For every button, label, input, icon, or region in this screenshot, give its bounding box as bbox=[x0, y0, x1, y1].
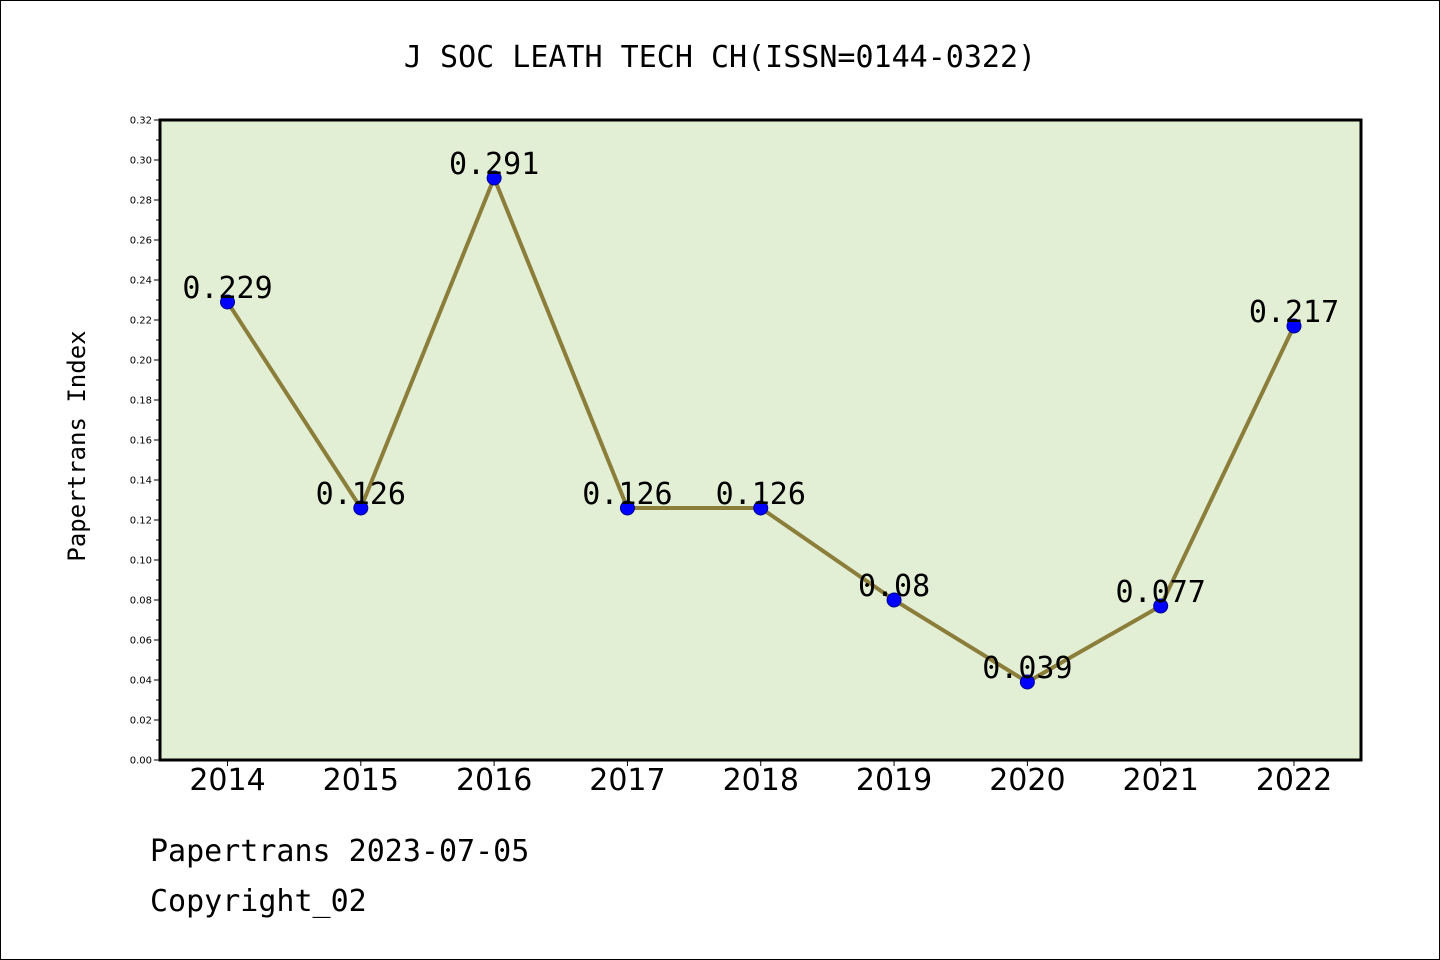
x-tick-label: 2017 bbox=[589, 763, 665, 798]
y-tick-label: 0.32 bbox=[130, 116, 152, 127]
x-tick-label: 2021 bbox=[1123, 763, 1199, 798]
footer-copyright: Copyright_02 bbox=[150, 884, 367, 919]
y-tick-label: 0.06 bbox=[130, 636, 152, 647]
series-markers bbox=[220, 170, 1302, 690]
data-point bbox=[619, 500, 635, 516]
data-point bbox=[1286, 318, 1302, 334]
y-tick-label: 0.14 bbox=[130, 476, 152, 487]
data-label: 0.229 bbox=[182, 271, 272, 306]
y-tick-label: 0.04 bbox=[130, 676, 152, 687]
x-tick-label: 2019 bbox=[856, 763, 932, 798]
y-tick-label: 0.18 bbox=[130, 396, 152, 407]
footer-date: Papertrans 2023-07-05 bbox=[150, 834, 530, 869]
data-point bbox=[886, 592, 902, 608]
data-point bbox=[220, 294, 235, 310]
data-label: 0.126 bbox=[316, 477, 406, 512]
x-axis: 2014 2015 2016 2017 2018 2019 2020 2021 2022 bbox=[189, 760, 1332, 798]
y-axis-label: Papertrans Index bbox=[63, 330, 91, 561]
y-tick-label: 0.12 bbox=[130, 516, 152, 527]
data-labels: 0.229 0.126 0.291 0.126 0.126 0.08 0.039 0.077 0… bbox=[182, 147, 1339, 686]
data-label: 0.077 bbox=[1116, 575, 1206, 610]
y-tick-label: 0.26 bbox=[130, 236, 152, 247]
y-tick-label: 0.10 bbox=[130, 556, 152, 567]
y-tick-label: 0.28 bbox=[130, 196, 152, 207]
data-point bbox=[1153, 598, 1169, 614]
data-point bbox=[353, 500, 369, 516]
x-tick-label: 2020 bbox=[989, 763, 1065, 798]
data-label: 0.039 bbox=[982, 651, 1072, 686]
y-tick-label: 0.24 bbox=[130, 276, 152, 287]
data-label: 0.08 bbox=[858, 569, 930, 604]
data-label: 0.126 bbox=[582, 477, 672, 512]
x-tick-label: 2018 bbox=[723, 763, 799, 798]
data-label: 0.126 bbox=[716, 477, 806, 512]
y-axis: 0.00 0.02 0.04 0.06 0.08 0.10 0.12 0.14 0.16 0.18… bbox=[130, 116, 160, 767]
data-label: 0.217 bbox=[1249, 295, 1339, 330]
chart-title: J SOC LEATH TECH CH(ISSN=0144-0322) bbox=[404, 40, 1036, 75]
y-tick-label: 0.22 bbox=[130, 316, 152, 327]
data-point bbox=[753, 500, 769, 516]
y-tick-label: 0.30 bbox=[130, 156, 152, 167]
y-tick-label: 0.20 bbox=[130, 356, 152, 367]
x-tick-label: 2016 bbox=[456, 763, 532, 798]
x-tick-label: 2014 bbox=[189, 763, 265, 798]
data-point bbox=[486, 170, 502, 186]
y-tick-label: 0.16 bbox=[130, 436, 152, 447]
y-tick-label: 0.02 bbox=[130, 716, 152, 727]
data-label: 0.291 bbox=[449, 147, 539, 182]
y-tick-label: 0.08 bbox=[130, 596, 152, 607]
plot-area bbox=[158, 118, 1363, 762]
y-tick-label: 0.00 bbox=[130, 756, 152, 767]
data-point bbox=[1019, 674, 1035, 690]
x-tick-label: 2022 bbox=[1256, 763, 1332, 798]
x-tick-label: 2015 bbox=[323, 763, 399, 798]
